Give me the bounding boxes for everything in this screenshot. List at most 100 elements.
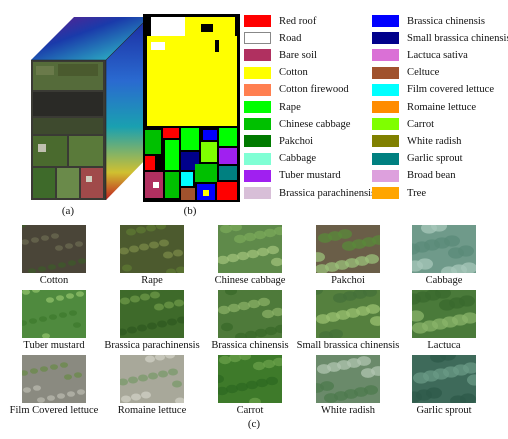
legend-swatch xyxy=(372,118,399,131)
panel-label-c: (c) xyxy=(247,418,261,430)
legend-swatch xyxy=(372,83,399,96)
legend-label: Red roof xyxy=(279,15,317,27)
legend-label: White radish xyxy=(407,135,462,147)
legend-entry: Bare soil xyxy=(244,48,317,62)
crop-photo-caption: Brassica chinensis xyxy=(211,340,289,351)
crop-photo-caption: Carrot xyxy=(236,405,264,416)
legend-swatch xyxy=(372,169,399,182)
crop-photo-caption: Tuber mustard xyxy=(23,340,85,351)
legend-entry: Road xyxy=(244,31,301,45)
legend-label: Pakchoi xyxy=(279,135,314,147)
crop-photo xyxy=(316,290,380,338)
legend-entry: Brassica chinensis xyxy=(372,14,485,28)
legend-swatch xyxy=(244,187,271,199)
legend-swatch xyxy=(244,66,271,79)
legend-label: Rape xyxy=(279,101,301,113)
crop-photo xyxy=(22,355,86,403)
legend-entry: Red roof xyxy=(244,14,316,28)
legend-label: Broad bean xyxy=(407,170,456,182)
legend-swatch xyxy=(372,152,399,165)
crop-photo-caption: Romaine lettuce xyxy=(117,405,187,416)
legend-entry: Celtuce xyxy=(372,66,439,80)
legend-entry: Cabbage xyxy=(244,152,316,166)
legend-swatch xyxy=(244,101,271,113)
legend-label: Brassica chinensis xyxy=(407,15,485,27)
legend-swatch xyxy=(244,152,271,165)
legend-swatch xyxy=(372,15,399,27)
legend-label: Tuber mustard xyxy=(279,170,341,182)
legend-entry: Tree xyxy=(372,186,426,200)
legend-label: Film covered lettuce xyxy=(407,84,495,96)
legend-entry: Chinese cabbage xyxy=(244,117,350,131)
legend-entry: Broad bean xyxy=(372,169,456,183)
crop-photo xyxy=(218,225,282,273)
crop-photo xyxy=(218,355,282,403)
legend-swatch xyxy=(372,101,399,113)
legend-swatch xyxy=(372,187,399,199)
crop-photo xyxy=(218,290,282,338)
legend-entry: Lactuca sativa xyxy=(372,48,468,62)
crop-photo-caption: Chinese cabbage xyxy=(214,275,286,286)
legend-entry: Brassica parachinensis xyxy=(244,186,375,200)
crop-photo-caption: Lactuca xyxy=(427,340,461,351)
crop-photo-caption: Small brassica chinensis xyxy=(296,340,400,351)
legend-entry: Garlic sprout xyxy=(372,152,463,166)
legend-label: Cabbage xyxy=(279,153,317,165)
legend-entry: Film covered lettuce xyxy=(372,83,494,97)
legend-swatch xyxy=(244,169,271,182)
crop-photo-caption: Rape xyxy=(141,275,163,286)
legend-entry: Carrot xyxy=(372,117,434,131)
crop-photo-caption: Pakchoi xyxy=(331,275,365,286)
legend-label: Tree xyxy=(407,187,427,199)
legend-entry: Rape xyxy=(244,100,301,114)
legend-entry: Cotton firewood xyxy=(244,83,349,97)
legend-entry: Tuber mustard xyxy=(244,169,341,183)
crop-photo xyxy=(412,290,476,338)
legend-swatch xyxy=(244,83,271,96)
legend-swatch xyxy=(244,15,271,27)
legend-swatch xyxy=(244,32,271,45)
crop-photo-caption: Film Covered lettuce xyxy=(9,405,99,416)
legend-swatch xyxy=(244,135,271,148)
legend-entry: Pakchoi xyxy=(244,134,313,148)
legend-label: Cotton firewood xyxy=(279,84,349,96)
crop-photo xyxy=(22,225,86,273)
crop-photo xyxy=(316,225,380,273)
crop-photo xyxy=(120,355,184,403)
crop-photo-caption: White radish xyxy=(321,405,375,416)
legend-label: Brassica parachinensis xyxy=(279,187,376,199)
crop-photo-caption: Cotton xyxy=(39,275,69,286)
crop-photo-caption: Brassica parachinensis xyxy=(104,340,200,351)
legend-label: Small brassica chinensis xyxy=(407,32,508,44)
legend-label: Carrot xyxy=(407,118,435,130)
legend-entry: Romaine lettuce xyxy=(372,100,476,114)
legend-label: Celtuce xyxy=(407,67,440,79)
hyperspectral-cube-image xyxy=(31,16,150,200)
legend-swatch xyxy=(244,118,271,131)
legend-label: Cotton xyxy=(279,67,308,79)
legend-label: Bare soil xyxy=(279,49,317,61)
panel-label-a: (a) xyxy=(61,205,75,217)
legend-label: Garlic sprout xyxy=(407,153,463,165)
crop-photo xyxy=(22,290,86,338)
crop-photo xyxy=(412,225,476,273)
legend-label: Chinese cabbage xyxy=(279,118,351,130)
legend-label: Road xyxy=(279,32,302,44)
ground-truth-map xyxy=(143,14,240,202)
crop-photo xyxy=(120,290,184,338)
legend-swatch xyxy=(372,32,399,45)
legend-swatch xyxy=(244,49,271,62)
legend-entry: Cotton xyxy=(244,66,308,80)
crop-photo xyxy=(412,355,476,403)
legend-swatch xyxy=(372,49,399,62)
legend-swatch xyxy=(372,66,399,79)
crop-photo-caption: Garlic sprout xyxy=(416,405,472,416)
legend-swatch xyxy=(372,135,399,148)
legend-label: Lactuca sativa xyxy=(407,49,468,61)
legend-label: Romaine lettuce xyxy=(407,101,477,113)
crop-photo xyxy=(316,355,380,403)
legend-entry: White radish xyxy=(372,134,461,148)
legend-entry: Small brassica chinensis xyxy=(372,31,508,45)
crop-photo xyxy=(120,225,184,273)
panel-label-b: (b) xyxy=(183,205,197,217)
